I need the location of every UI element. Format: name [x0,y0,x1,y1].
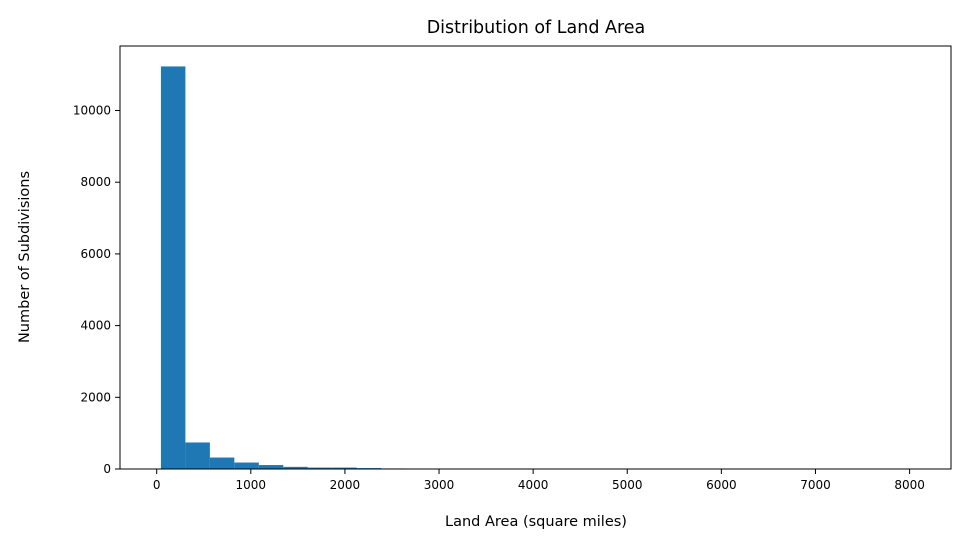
y-axis-ticks: 0 2000 4000 6000 8000 10000 [73,104,120,476]
x-tick-label: 8000 [894,478,925,492]
x-tick-label: 4000 [518,478,549,492]
y-axis-label: Number of Subdivisions [17,171,33,343]
y-tick-label: 0 [103,462,111,476]
plot-frame [119,45,952,470]
x-tick-label: 1000 [236,478,267,492]
x-tick-label: 7000 [800,478,831,492]
chart-title: Distribution of Land Area [427,18,646,38]
histogram-bar [209,457,235,469]
histogram-bar [160,66,186,470]
x-tick-label: 0 [153,478,161,492]
histogram-bar [234,462,259,469]
x-axis-ticks: 0 1000 2000 3000 4000 5000 6000 7000 8000 [153,469,925,492]
x-axis-label: Land Area (square miles) [445,514,627,530]
x-tick-label: 3000 [424,478,455,492]
histogram-bar [307,467,333,469]
y-tick-label: 6000 [80,247,111,261]
y-tick-label: 4000 [80,319,111,333]
bars-group [160,66,896,470]
x-tick-label: 6000 [706,478,737,492]
histogram-bar [258,465,284,469]
y-tick-label: 10000 [73,104,111,118]
y-tick-label: 8000 [80,175,111,189]
histogram-bar [283,466,308,469]
x-tick-label: 2000 [330,478,361,492]
x-tick-label: 5000 [612,478,643,492]
histogram-bar [332,467,357,469]
y-tick-label: 2000 [80,390,111,404]
histogram-bar [185,442,210,469]
